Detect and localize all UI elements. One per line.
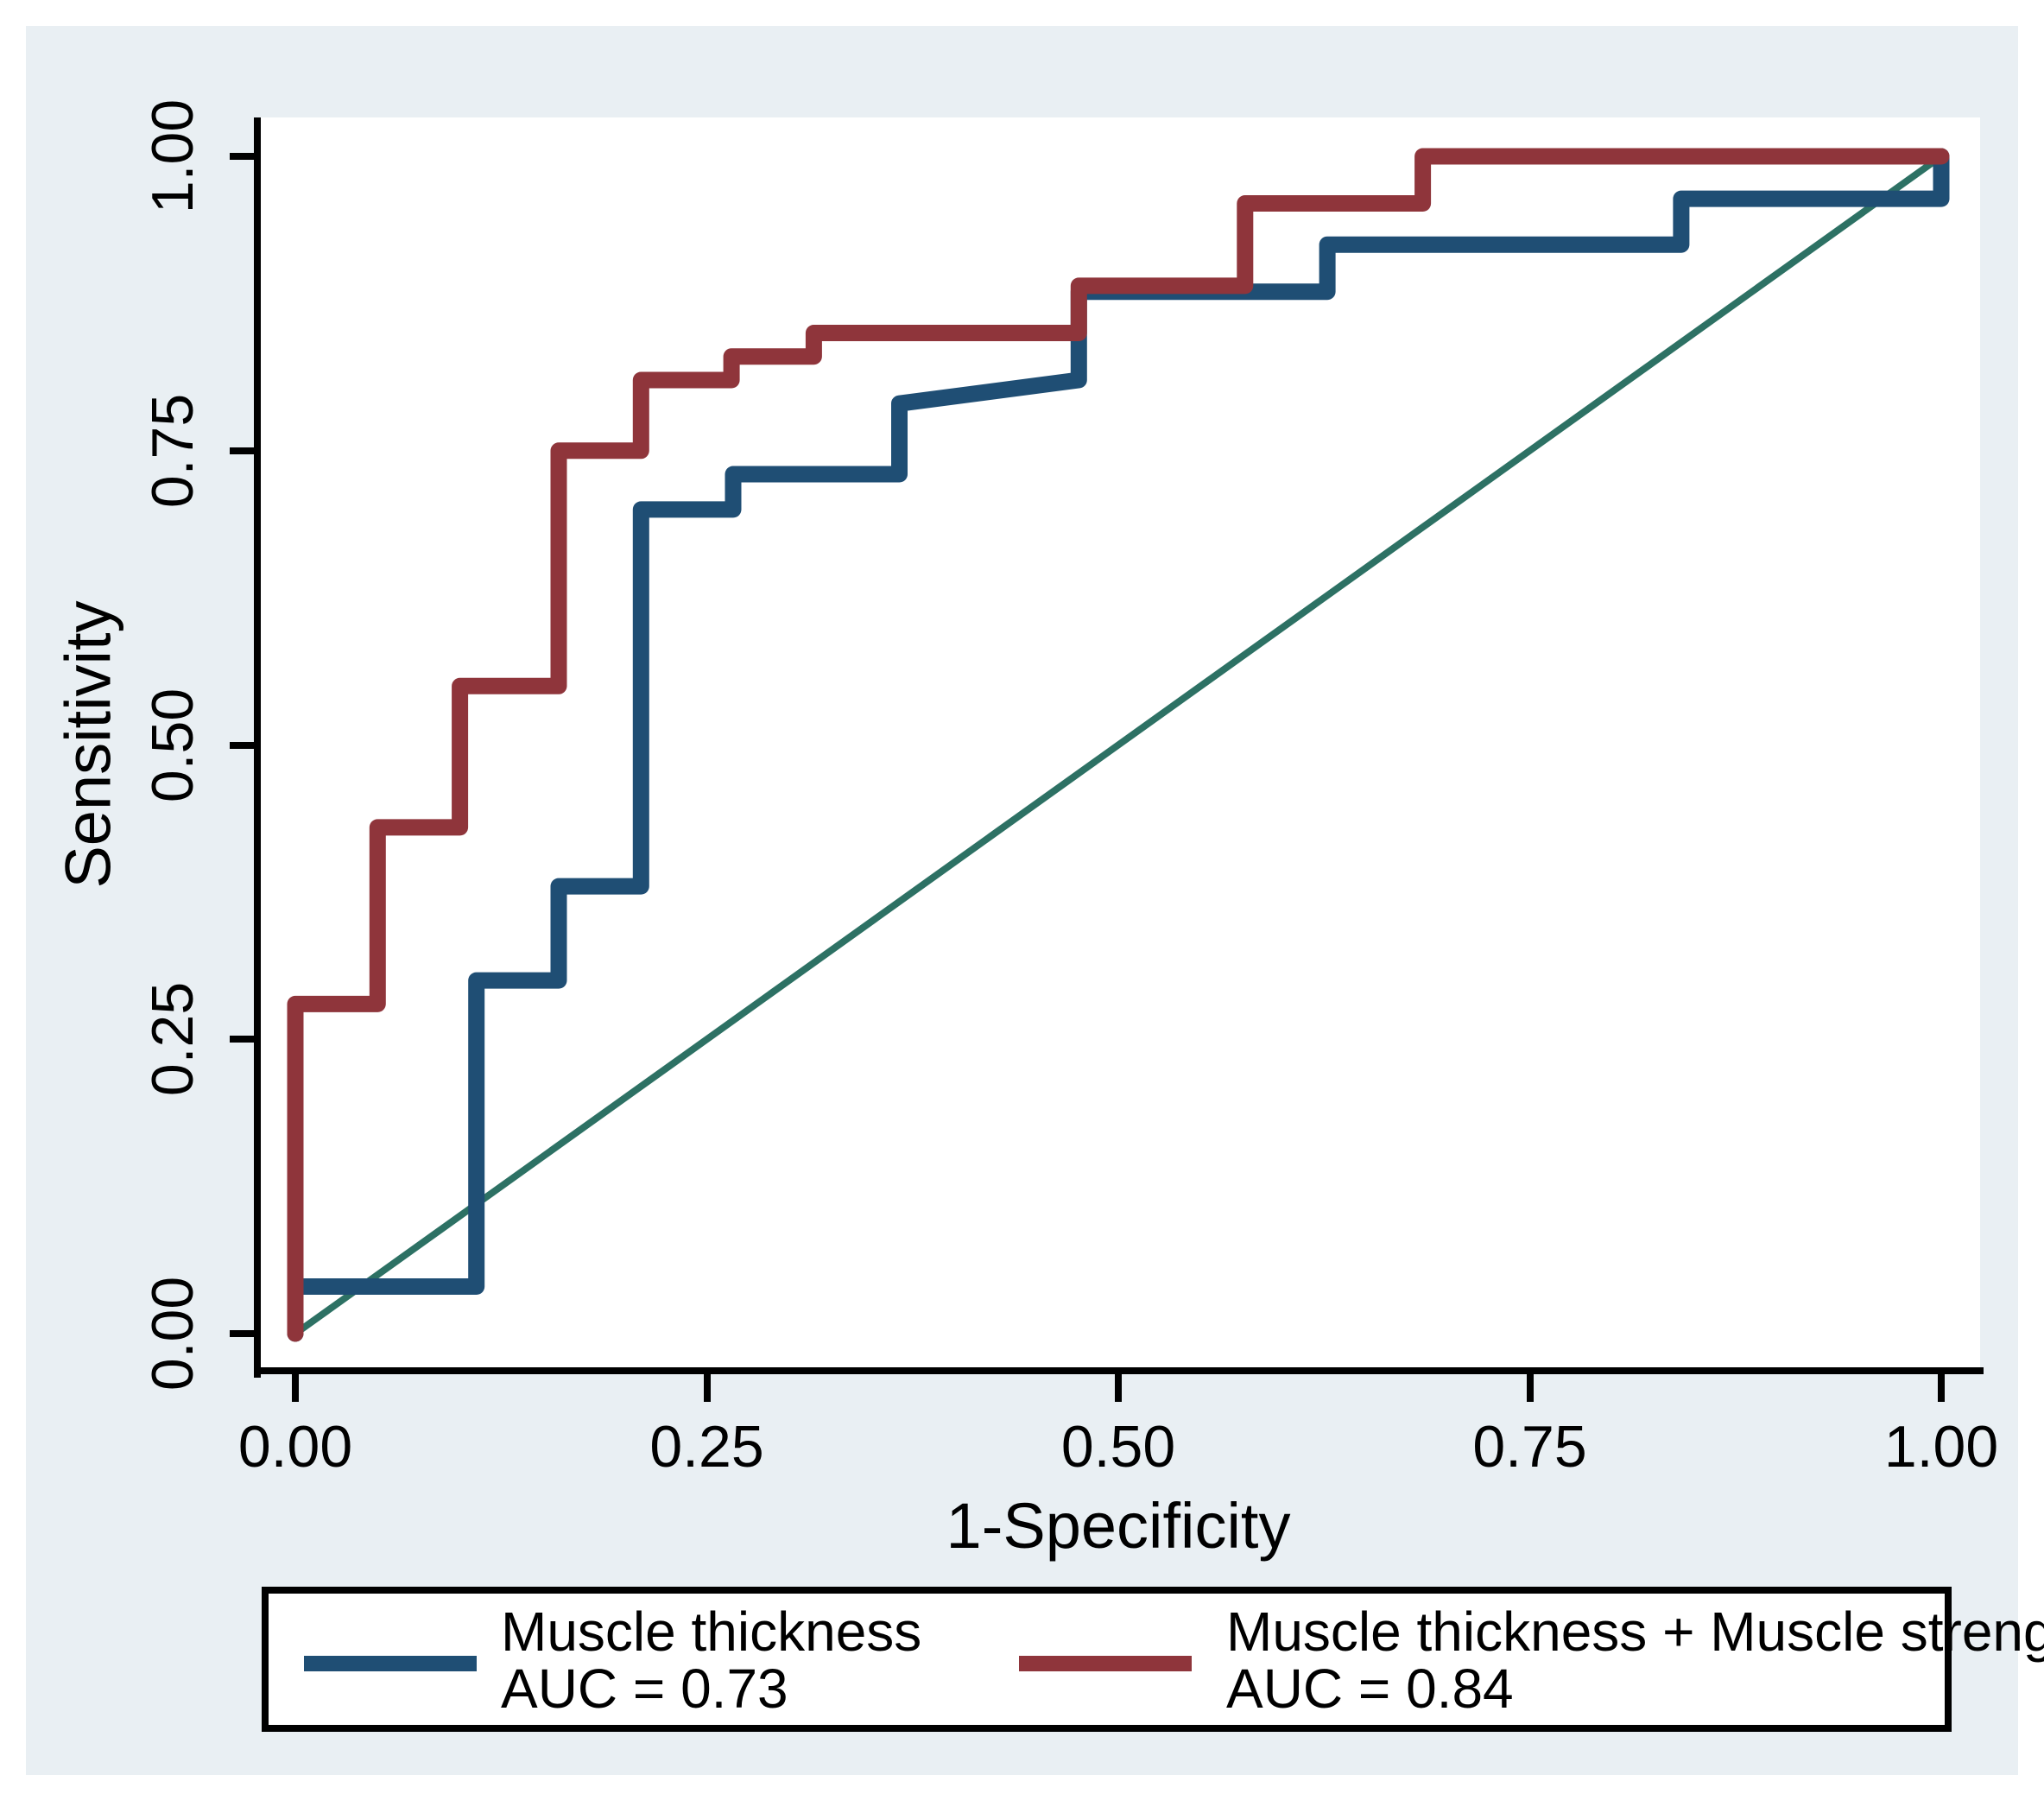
x-axis-tick-label: 0.75 xyxy=(1472,1414,1587,1480)
x-axis-tick xyxy=(703,1374,711,1402)
roc-curve-muscle-thickness xyxy=(287,148,1950,1342)
y-axis-tick-label: 0.25 xyxy=(140,982,206,1097)
y-axis-tick xyxy=(230,1330,257,1337)
x-axis-title: 1-Specificity xyxy=(946,1490,1291,1562)
y-axis-tick-label: 0.75 xyxy=(140,393,206,508)
y-axis-tick xyxy=(230,1036,257,1043)
legend-auc-value: AUC = 0.73 xyxy=(501,1658,788,1720)
y-axis-title: Sensitivity xyxy=(52,600,124,889)
x-axis-tick xyxy=(1526,1374,1534,1402)
y-axis-line xyxy=(254,117,261,1378)
x-axis-tick-label: 1.00 xyxy=(1883,1414,1999,1480)
legend-label: Muscle thickness + Muscle strength xyxy=(1226,1601,2044,1663)
x-axis-tick-label: 0.00 xyxy=(237,1414,353,1480)
legend-entry-muscle-thickness-strength: Muscle thickness + Muscle strength AUC =… xyxy=(1226,1603,2044,1717)
y-axis-tick xyxy=(230,447,257,454)
roc-plot xyxy=(287,148,1950,1342)
roc-curve-muscle-thickness-strength xyxy=(287,148,1950,1342)
x-axis-tick-label: 0.25 xyxy=(649,1414,764,1480)
y-axis-tick xyxy=(230,741,257,749)
legend-label: Muscle thickness xyxy=(501,1601,922,1663)
y-axis-tick-label: 1.00 xyxy=(140,98,206,214)
y-axis-tick-label: 0.50 xyxy=(140,688,206,802)
x-axis-line xyxy=(254,1367,1984,1374)
legend-swatch-muscle-thickness xyxy=(304,1656,477,1671)
y-axis-tick xyxy=(230,153,257,160)
x-axis-tick xyxy=(1938,1374,1945,1402)
x-axis-tick-label: 0.50 xyxy=(1060,1414,1176,1480)
legend-entry-muscle-thickness: Muscle thickness AUC = 0.73 xyxy=(501,1603,921,1717)
y-axis-tick-label: 0.00 xyxy=(140,1276,206,1391)
graph-canvas: 0.00 0.25 0.50 0.75 1.00 0.00 0.25 0.50 0.75 1.00… xyxy=(26,26,2044,1775)
legend-auc-value: AUC = 0.84 xyxy=(1226,1658,1514,1720)
x-axis-tick xyxy=(1115,1374,1122,1402)
x-axis-tick xyxy=(292,1374,299,1402)
legend-swatch-muscle-thickness-strength xyxy=(1019,1656,1192,1671)
reference-line xyxy=(292,153,1945,1337)
